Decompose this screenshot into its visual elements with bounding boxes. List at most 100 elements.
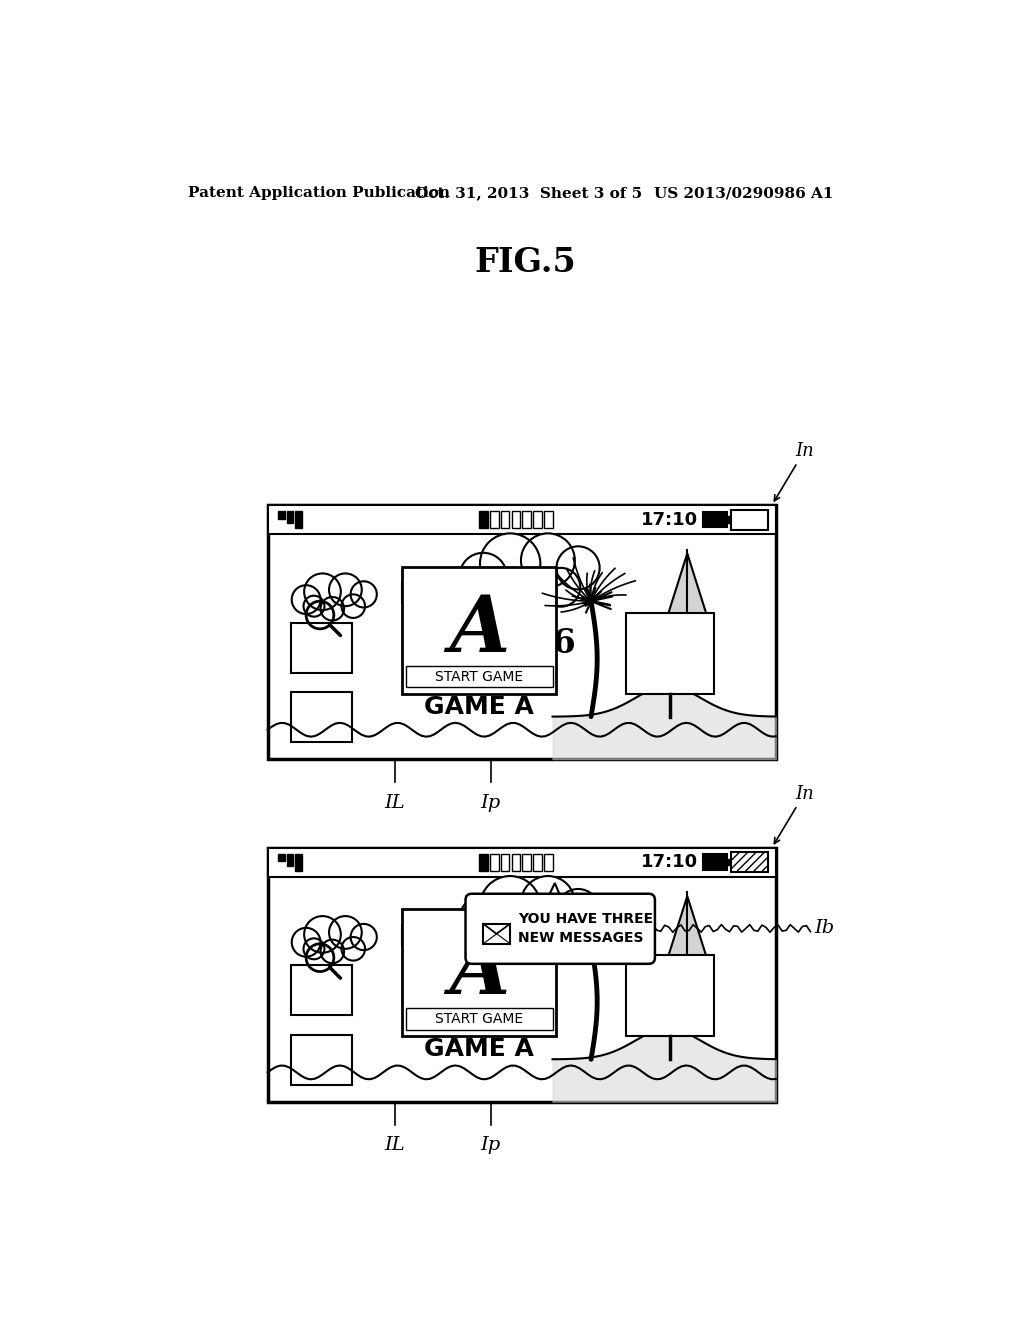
Text: Ip: Ip [481,1137,501,1154]
Bar [479,854,487,871]
Bar [479,511,487,528]
Text: Ib: Ib [814,920,835,937]
Bar [291,692,352,742]
Bar [432,582,455,603]
Circle shape [303,939,325,960]
Circle shape [521,876,574,929]
Circle shape [350,924,377,950]
Bar [287,511,293,524]
Bar [731,853,768,873]
Text: IL: IL [384,793,406,812]
Circle shape [292,585,321,614]
Bar [544,511,553,528]
Bar [407,665,553,688]
Bar [267,847,776,876]
Bar [490,854,499,871]
Circle shape [329,916,361,949]
Bar [267,506,776,535]
Circle shape [304,916,341,953]
Text: GAME A: GAME A [424,1038,535,1061]
Text: Oct. 31, 2013  Sheet 3 of 5: Oct. 31, 2013 Sheet 3 of 5 [416,186,643,201]
Bar [501,854,509,871]
Circle shape [507,572,546,611]
Circle shape [350,581,377,607]
Bar [291,623,352,673]
Circle shape [303,595,325,616]
Bar [702,512,727,527]
Circle shape [556,888,600,932]
FancyBboxPatch shape [466,894,655,964]
Bar [402,924,425,946]
Bar [295,511,301,528]
Bar [727,516,731,523]
Text: START GAME: START GAME [435,669,523,684]
Bar [731,510,768,529]
Bar [461,582,484,603]
Circle shape [321,597,344,620]
Circle shape [321,940,344,964]
Text: GAME A: GAME A [424,694,535,718]
Circle shape [292,928,321,957]
Bar [512,511,520,528]
Circle shape [460,895,507,942]
Circle shape [460,553,507,601]
Text: In: In [795,785,814,803]
Text: 17:10: 17:10 [641,853,698,871]
Bar [522,511,531,528]
Text: FIG.6: FIG.6 [474,627,575,660]
Circle shape [479,912,513,948]
Bar [267,847,776,1102]
Bar [402,582,425,603]
Bar [291,965,352,1015]
Bar [522,854,531,871]
Bar [483,924,510,944]
Circle shape [480,533,541,594]
Text: Patent Application Publication: Patent Application Publication [188,186,451,201]
Bar [402,909,556,1036]
Text: START GAME: START GAME [435,1012,523,1026]
Polygon shape [665,896,711,969]
Text: A: A [450,591,510,668]
Bar [432,924,455,946]
Bar [407,1008,553,1030]
Circle shape [556,546,600,590]
Circle shape [341,594,365,618]
Bar [534,511,542,528]
Bar [490,511,499,528]
Bar [501,511,509,528]
Text: A: A [450,935,510,1011]
Bar [626,956,714,1036]
Text: YOU HAVE THREE
NEW MESSAGES: YOU HAVE THREE NEW MESSAGES [518,912,653,945]
Text: Ip: Ip [481,793,501,812]
Circle shape [479,570,513,605]
Circle shape [329,573,361,606]
Bar [267,506,776,759]
Bar [544,854,553,871]
Circle shape [480,876,541,936]
Circle shape [507,915,546,953]
Bar [402,566,556,693]
Text: FIG.5: FIG.5 [474,246,575,279]
Text: In: In [795,442,814,461]
Circle shape [542,911,581,949]
Bar [461,924,484,946]
Bar [291,1035,352,1085]
Text: IL: IL [384,1137,406,1154]
Bar [295,854,301,871]
Circle shape [521,533,574,587]
Bar [279,511,285,519]
Text: US 2013/0290986 A1: US 2013/0290986 A1 [654,186,834,201]
Polygon shape [665,553,711,627]
Circle shape [341,937,365,961]
Bar [626,612,714,693]
Polygon shape [549,883,560,896]
Bar [702,854,727,870]
Text: 17:10: 17:10 [641,511,698,528]
Circle shape [542,568,581,607]
Bar [727,859,731,866]
Circle shape [304,573,341,610]
Bar [534,854,542,871]
Bar [287,854,293,866]
Bar [279,854,285,862]
Bar [512,854,520,871]
